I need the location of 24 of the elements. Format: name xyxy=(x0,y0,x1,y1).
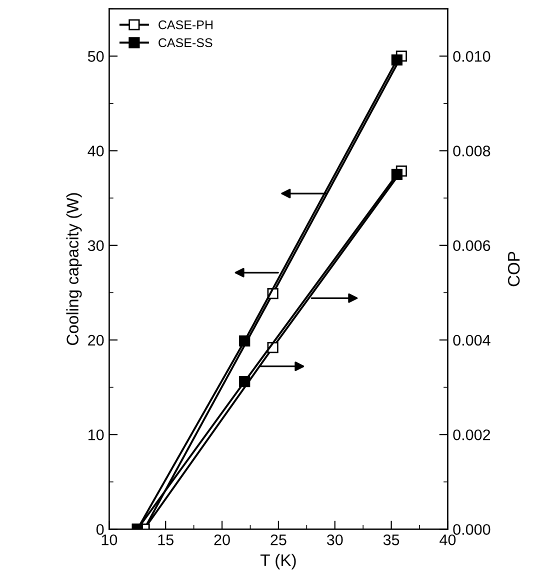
y-axis-title: Cooling capacity (W) xyxy=(66,193,82,346)
x-tick-label: 15 xyxy=(158,534,174,546)
y2-tick-label: 0.006 xyxy=(453,240,490,252)
y2-tick-label: 0.000 xyxy=(453,524,490,535)
y-tick-label: 30 xyxy=(88,240,104,252)
x-tick-label: 35 xyxy=(383,534,400,546)
x-tick-label: 20 xyxy=(214,534,230,546)
y-tick-label: 40 xyxy=(88,146,104,156)
y2-tick-label: 0.002 xyxy=(453,429,490,440)
y2-tick-label: 0.008 xyxy=(453,146,490,156)
y-tick-label: 50 xyxy=(88,50,104,62)
y2-tick-label: 0.004 xyxy=(453,334,490,346)
x-tick-label: 10 xyxy=(102,534,118,546)
x-axis-title: T (K) xyxy=(260,554,296,570)
legend-label: CASE-SS xyxy=(158,38,212,48)
y2-axis-title: COP xyxy=(508,252,520,286)
y2-tick-label: 0.010 xyxy=(453,50,490,62)
y-tick-label: 0 xyxy=(96,524,104,535)
x-tick-label: 30 xyxy=(326,534,343,546)
x-tick-label: 40 xyxy=(440,534,456,546)
y-tick-label: 20 xyxy=(88,334,104,346)
legend-label: CASE-PH xyxy=(158,20,212,30)
x-tick-label: 25 xyxy=(270,534,286,546)
y-tick-label: 10 xyxy=(88,429,104,440)
